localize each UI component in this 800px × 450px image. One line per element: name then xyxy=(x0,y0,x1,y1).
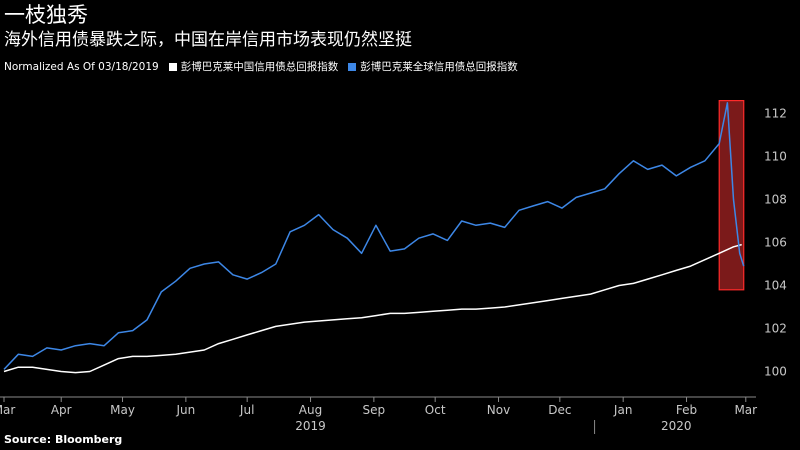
y-tick-label: 102 xyxy=(764,322,787,336)
legend-swatch-global xyxy=(348,63,357,71)
x-tick-label: Jul xyxy=(239,403,254,417)
x-tick-label: Sep xyxy=(363,403,386,417)
x-tick-label: Mar xyxy=(0,403,15,417)
legend-note: Normalized As Of 03/18/2019 xyxy=(4,61,159,73)
highlight-box xyxy=(718,99,745,291)
y-tick-label: 112 xyxy=(764,107,787,121)
y-tick-label: 100 xyxy=(764,365,787,379)
chart-subtitle: 海外信用债暴跌之际，中国在岸信用市场表现仍然坚挺 xyxy=(4,30,412,50)
y-tick-label: 104 xyxy=(764,279,787,293)
legend: Normalized As Of 03/18/2019 彭博巴克莱中国信用债总回… xyxy=(4,60,518,74)
x-tick-label: Apr xyxy=(51,403,72,417)
x-tick-label: Aug xyxy=(299,403,322,417)
y-tick-label: 110 xyxy=(764,150,787,164)
x-tick-label: May xyxy=(110,403,135,417)
legend-swatch-china xyxy=(168,63,177,71)
global-credit-index-line xyxy=(3,102,745,370)
x-tick-label: Oct xyxy=(425,403,446,417)
china-credit-index-line xyxy=(3,243,742,374)
year-label: 2019 xyxy=(295,419,326,433)
y-tick-label: 108 xyxy=(764,193,787,207)
x-tick-label: Jan xyxy=(613,403,633,417)
x-tick-label: Feb xyxy=(676,403,697,417)
x-tick-label: Nov xyxy=(487,403,510,417)
y-tick-label: 106 xyxy=(764,236,787,250)
x-tick-label: Dec xyxy=(548,403,571,417)
legend-label-china: 彭博巴克莱中国信用债总回报指数 xyxy=(180,61,339,73)
x-tick-label: Mar xyxy=(734,403,757,417)
x-tick-label: Jun xyxy=(175,403,195,417)
source-note: Source: Bloomberg xyxy=(4,433,123,446)
legend-label-global: 彭博巴克莱全球信用债总回报指数 xyxy=(360,61,518,73)
year-label: 2020 xyxy=(661,419,692,433)
chart-title: 一枝独秀 xyxy=(4,3,88,27)
